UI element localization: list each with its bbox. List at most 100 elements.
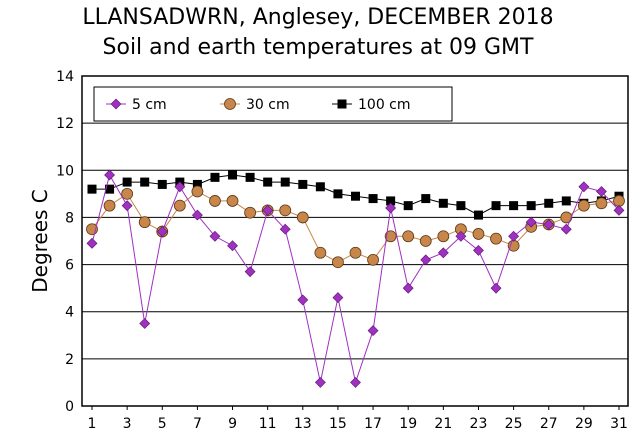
data-point [209, 195, 221, 207]
series-5-cm [86, 169, 625, 388]
data-point [332, 292, 344, 303]
data-point [386, 196, 396, 206]
x-tick-label: 23 [470, 416, 488, 432]
data-point [525, 216, 537, 228]
legend-marker [224, 98, 236, 110]
data-point [437, 230, 450, 243]
x-tick-label: 21 [434, 416, 452, 432]
data-point [173, 199, 186, 212]
data-point [561, 196, 571, 206]
data-point [613, 195, 625, 207]
y-tick-label: 6 [65, 258, 74, 274]
data-point [472, 228, 485, 240]
data-point [87, 184, 97, 194]
data-point [104, 169, 115, 181]
data-point [86, 237, 98, 249]
data-point [544, 198, 554, 208]
series-line [91, 173, 620, 385]
data-point [315, 182, 325, 192]
x-tick-label: 29 [575, 416, 593, 432]
data-point [613, 204, 625, 216]
series-100-cm [87, 170, 624, 220]
x-tick-label: 1 [88, 416, 97, 432]
legend: 5 cm 30 cm 100 cm [93, 86, 453, 122]
legend-item: 100 cm [332, 97, 411, 113]
data-point [509, 201, 519, 211]
data-point [157, 179, 167, 189]
y-tick-label: 8 [65, 210, 74, 226]
data-point [578, 181, 590, 193]
data-point [490, 282, 502, 294]
data-point [367, 253, 379, 266]
data-point [456, 201, 466, 211]
data-point [490, 232, 502, 245]
data-point [191, 209, 203, 221]
data-point [174, 181, 186, 193]
data-point [526, 201, 536, 211]
data-point [507, 239, 520, 252]
data-point [419, 235, 432, 247]
data-point [245, 172, 255, 182]
data-point [437, 247, 449, 259]
data-point [140, 177, 150, 187]
x-tick-label: 11 [259, 416, 277, 432]
data-point [402, 282, 414, 294]
data-point [210, 172, 220, 182]
x-tick-label: 13 [294, 416, 312, 432]
series-layer [86, 169, 625, 388]
data-point [560, 223, 572, 235]
chart-title: LLANSADWRN, Anglesey, DECEMBER 2018 [82, 5, 554, 30]
data-point [332, 256, 344, 269]
data-point [367, 325, 379, 336]
x-tick-label: 25 [505, 416, 523, 432]
chart-subtitle: Soil and earth temperatures at 09 GMT [102, 35, 534, 60]
y-tick-label: 4 [65, 305, 74, 321]
data-point [227, 240, 238, 252]
data-point [508, 230, 520, 242]
data-point [403, 201, 413, 211]
data-point [226, 195, 239, 207]
x-tick-label: 5 [158, 416, 167, 432]
data-point [191, 185, 204, 198]
data-point [121, 200, 133, 212]
data-point [192, 179, 202, 189]
legend-label: 5 cm [132, 97, 167, 113]
data-point [121, 187, 134, 200]
data-point [473, 245, 484, 256]
data-point [296, 211, 309, 224]
legend-marker [110, 98, 122, 110]
data-point [385, 202, 397, 214]
x-tick-label: 15 [329, 416, 347, 432]
data-point [280, 177, 290, 187]
x-tick-label: 27 [540, 416, 558, 432]
data-point [297, 294, 309, 306]
data-point [105, 184, 115, 194]
data-point [438, 198, 448, 208]
legend-label: 30 cm [246, 97, 290, 113]
data-point [103, 199, 116, 212]
x-tick-label: 31 [610, 416, 628, 432]
data-point [560, 211, 573, 224]
y-tick-label: 12 [56, 116, 74, 132]
data-point [577, 199, 590, 212]
x-tick-label: 17 [364, 416, 382, 432]
legend-label: 100 cm [358, 97, 411, 113]
legend-item: 5 cm [106, 97, 167, 113]
data-point [350, 377, 361, 388]
plot-frame [81, 75, 629, 407]
data-point [262, 204, 274, 216]
data-point [244, 266, 256, 278]
grid-lines [82, 75, 628, 407]
data-point [333, 189, 343, 199]
data-point [473, 210, 483, 220]
data-point [543, 219, 555, 230]
data-point [228, 170, 238, 180]
data-point [595, 197, 608, 210]
y-tick-labels: 0 2 4 6 8 10 12 14 [56, 69, 74, 415]
data-point [298, 179, 308, 189]
data-point [314, 377, 326, 388]
data-point [402, 230, 415, 243]
data-point [263, 177, 273, 187]
x-tick-label: 9 [228, 416, 237, 432]
